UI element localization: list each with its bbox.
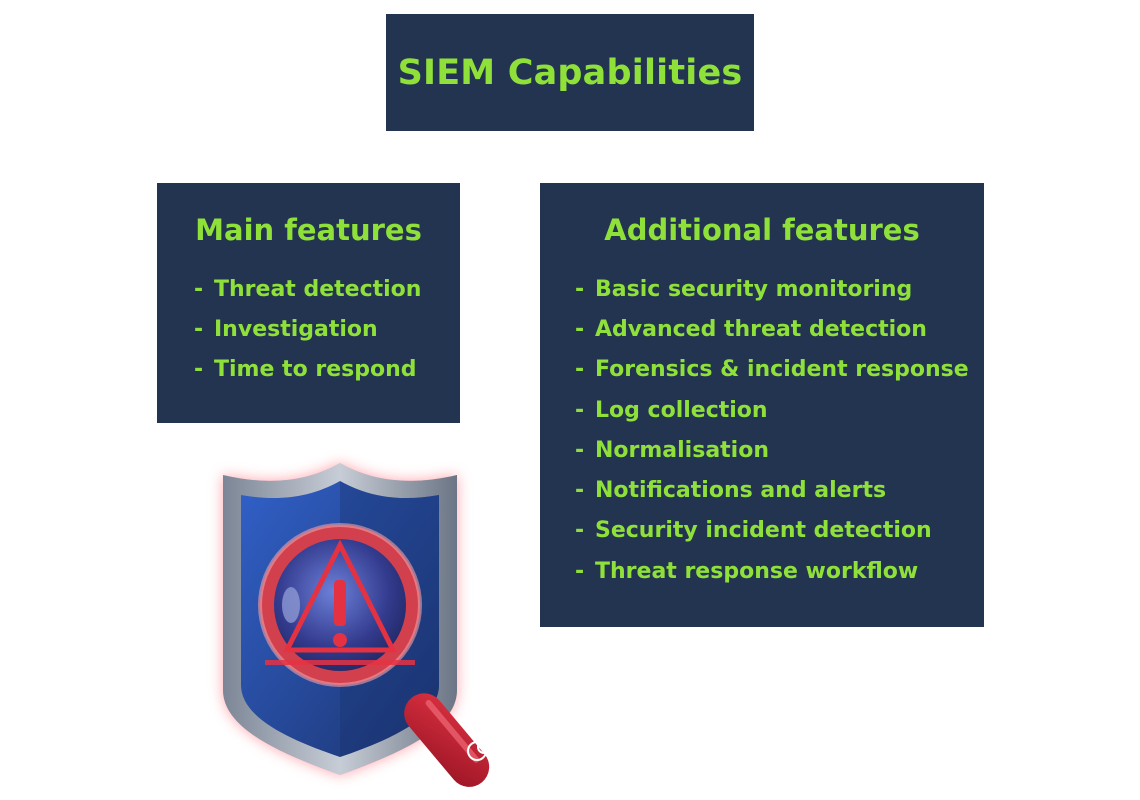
bullet-dash: -	[575, 357, 585, 383]
list-item: - Investigation	[194, 309, 421, 349]
list-item-label: Threat detection	[214, 276, 422, 302]
bullet-dash: -	[575, 276, 585, 302]
list-item: - Basic security monitoring	[575, 269, 969, 309]
list-item: - Threat response workflow	[575, 551, 969, 591]
shield-magnifier-warning-icon	[195, 445, 525, 795]
list-item: - Notifications and alerts	[575, 470, 969, 510]
list-item-label: Forensics & incident response	[595, 357, 969, 383]
bullet-dash: -	[194, 316, 204, 342]
list-item: - Time to respond	[194, 350, 421, 390]
list-item: - Advanced threat detection	[575, 309, 969, 349]
additional-features-box: Additional features - Basic security moni…	[540, 183, 984, 627]
bullet-dash: -	[575, 397, 585, 423]
additional-features-heading: Additional features	[604, 213, 920, 247]
list-item-label: Investigation	[214, 316, 378, 342]
list-item-label: Log collection	[595, 397, 768, 423]
bullet-dash: -	[194, 357, 204, 383]
bullet-dash: -	[575, 518, 585, 544]
list-item: - Forensics & incident response	[575, 350, 969, 390]
list-item: - Normalisation	[575, 430, 969, 470]
page-title: SIEM Capabilities	[397, 52, 743, 93]
bullet-dash: -	[575, 558, 585, 584]
list-item-label: Threat response workflow	[595, 558, 919, 584]
shield-illustration	[223, 463, 491, 787]
additional-features-list: - Basic security monitoring - Advanced thr…	[575, 269, 969, 591]
list-item: - Log collection	[575, 390, 969, 430]
list-item-label: Normalisation	[595, 437, 770, 463]
list-item-label: Advanced threat detection	[595, 316, 927, 342]
list-item: - Threat detection	[194, 269, 421, 309]
list-item-label: Notifications and alerts	[595, 478, 887, 504]
list-item-label: Security incident detection	[595, 518, 932, 544]
title-box: SIEM Capabilities	[386, 14, 754, 131]
list-item-label: Basic security monitoring	[595, 276, 913, 302]
bullet-dash: -	[575, 316, 585, 342]
main-features-heading: Main features	[195, 213, 422, 247]
list-item-label: Time to respond	[214, 357, 417, 383]
bullet-dash: -	[194, 276, 204, 302]
main-features-box: Main features - Threat detection - Investi…	[157, 183, 460, 423]
bullet-dash: -	[575, 437, 585, 463]
list-item: - Security incident detection	[575, 511, 969, 551]
main-features-list: - Threat detection - Investigation - Time t…	[194, 269, 421, 390]
bullet-dash: -	[575, 478, 585, 504]
